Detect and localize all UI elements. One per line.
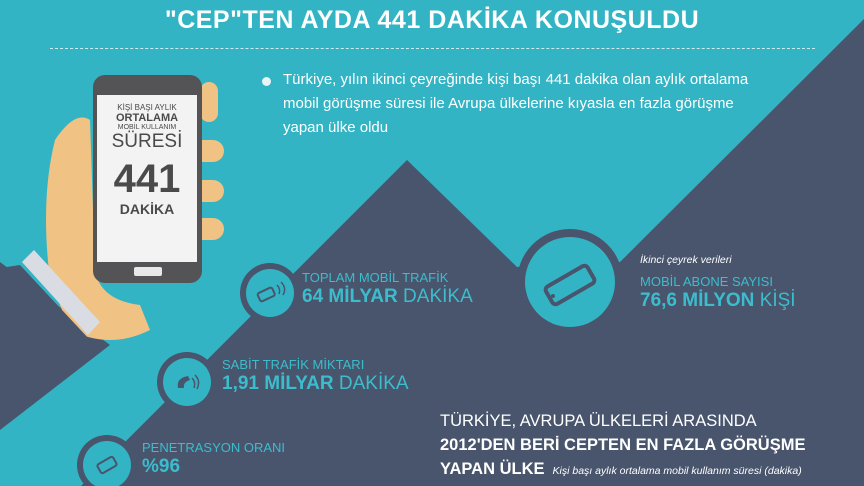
hand-illustration (0, 82, 224, 370)
abone-unit: KİŞİ (759, 290, 796, 311)
abone-label: MOBİL ABONE SAYISI (640, 274, 773, 289)
sabit-label: SABİT TRAFİK MİKTARI (222, 357, 365, 372)
screen-line1: KİŞİ BAŞI AYLIK (117, 103, 177, 112)
penetrasyon-value: %96 (142, 456, 180, 478)
toplam-unit: DAKİKA (403, 286, 473, 307)
bottom-caption: Kişi başı aylık ortalama mobil kullanım … (552, 465, 802, 477)
screen-line4: SÜRESİ (111, 131, 183, 152)
icon-circle-toplam (240, 263, 300, 323)
bottom-line3-text: YAPAN ÜLKE (440, 460, 545, 478)
screen-unit: DAKİKA (119, 201, 175, 217)
page-title: "CEP"TEN AYDA 441 DAKİKA KONUŞULDU (164, 6, 700, 34)
icon-circle-sabit (157, 352, 217, 412)
abone-note: İkinci çeyrek verileri (640, 254, 732, 266)
abone-value: 76,6 MİLYON KİŞİ (640, 290, 796, 312)
screen-line3: MOBİL KULLANIM (117, 124, 177, 131)
phone-screen: KİŞİ BAŞI AYLIK ORTALAMA MOBİL KULLANIM … (97, 95, 197, 217)
toplam-number: 64 MİLYAR (302, 286, 398, 307)
dark-mountain (81, 19, 864, 486)
toplam-value: 64 MİLYAR DAKİKA (302, 286, 473, 308)
bottom-line3: YAPAN ÜLKE Kişi başı aylık ortalama mobil… (440, 460, 802, 479)
penetrasyon-number: %96 (142, 456, 181, 477)
phone-illustration (93, 75, 202, 283)
icon-circle-penetrasyon (77, 435, 137, 486)
screen-value: 441 (113, 157, 181, 201)
bottom-line2: 2012'DEN BERİ CEPTEN EN FAZLA GÖRÜŞME (440, 436, 806, 454)
intro-text: Türkiye, yılın ikinci çeyreğinde kişi ba… (283, 71, 749, 136)
title-divider (50, 48, 815, 49)
abone-number: 76,6 MİLYON (640, 290, 755, 311)
toplam-label: TOPLAM MOBİL TRAFİK (302, 270, 449, 285)
bullet-icon (262, 77, 271, 86)
sabit-unit: DAKİKA (338, 373, 409, 394)
icon-circle-abone (517, 229, 623, 335)
sabit-number: 1,91 MİLYAR (222, 373, 334, 394)
sabit-value: 1,91 MİLYAR DAKİKA (222, 373, 409, 395)
bottom-line1: TÜRKİYE, AVRUPA ÜLKELERİ ARASINDA (440, 412, 757, 430)
penetrasyon-label: PENETRASYON ORANI (142, 440, 286, 455)
screen-line2: ORTALAMA (115, 112, 179, 124)
